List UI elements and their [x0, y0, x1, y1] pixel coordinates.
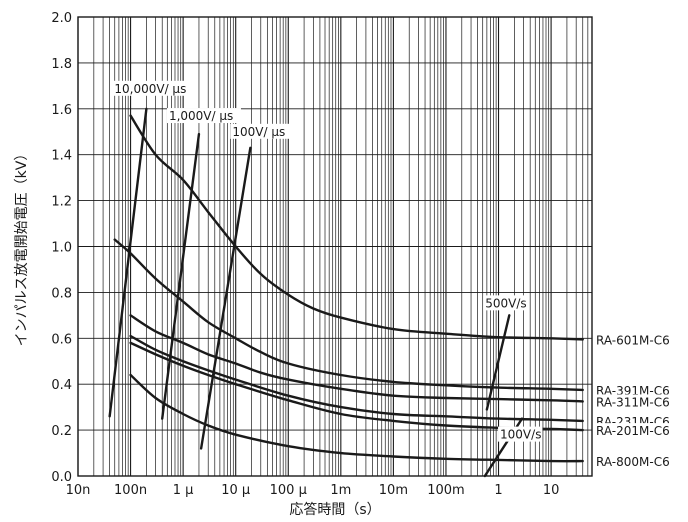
y-axis-title: インパルス放電開始電圧（kV）: [14, 147, 30, 347]
y-tick-label: 0.0: [51, 470, 72, 485]
rate-label-bg: [498, 426, 543, 442]
rate-label: 100V/ μs: [232, 125, 285, 139]
x-tick-label: 1 μ: [173, 483, 194, 498]
rate-line: [485, 314, 511, 411]
series-line-ra-231m-c6: [129, 334, 584, 423]
labels: 0.0 0.2 0.4 0.6 0.8 1.0 1.2 1.4 1.6 1.8 2.0 10n 100n…: [51, 11, 681, 498]
series-label: RA-601M-C6: [596, 333, 670, 347]
x-tick-label: 100 μ: [270, 483, 307, 498]
x-tick-label: 1: [494, 483, 502, 498]
rate-label-bg: [166, 108, 241, 124]
y-tick-label: 0.4: [51, 378, 72, 393]
y-tick-label: 1.2: [51, 195, 72, 210]
rate-lines: [108, 107, 524, 478]
rate-line: [161, 132, 201, 420]
series-line-ra-601m-c6: [129, 114, 584, 341]
x-tick-label: 10n: [66, 483, 91, 498]
rate-label: 100V/s: [500, 428, 541, 442]
x-tick-label: 100m: [427, 483, 464, 498]
y-tick-label: 0.2: [51, 424, 72, 439]
series-label: RA-201M-C6: [596, 424, 670, 438]
rate-label: 500V/s: [485, 296, 526, 310]
x-tick-label: 10 μ: [221, 483, 250, 498]
series-label-bg: [593, 454, 681, 471]
rate-label: 10,000V/ μs: [114, 82, 186, 96]
plot-frame: [77, 16, 593, 477]
x-tick-label: 10: [543, 483, 560, 498]
series-label: RA-311M-C6: [596, 395, 670, 409]
y-tick-label: 2.0: [51, 11, 72, 26]
rate-label-bg: [483, 295, 528, 311]
x-tick-label: 100n: [114, 483, 147, 498]
series-curves: [113, 114, 584, 463]
x-tick-label: 1m: [330, 483, 351, 498]
series-label-bg: [593, 332, 681, 349]
x-tick-label: 10m: [379, 483, 408, 498]
series-line-ra-311m-c6: [129, 314, 584, 403]
series-line-ra-800m-c6: [129, 373, 584, 463]
y-tick-label: 1.4: [51, 149, 72, 164]
y-tick-label: 1.8: [51, 57, 72, 72]
rate-line: [108, 107, 148, 418]
plot-border: [77, 16, 593, 477]
series-label-bg: [593, 423, 681, 440]
rate-line: [199, 146, 252, 450]
series-label-bg: [593, 394, 681, 411]
x-axis-title: 応答時間（s）: [289, 501, 380, 518]
y-tick-label: 0.6: [51, 332, 72, 347]
rate-label-bg: [230, 123, 290, 139]
series-label: RA-800M-C6: [596, 455, 670, 469]
rate-label: 1,000V/ μs: [169, 109, 233, 123]
rate-label-bg: [112, 80, 194, 96]
y-tick-label: 1.6: [51, 103, 72, 118]
series-line-ra-391m-c6: [113, 238, 584, 392]
y-tick-label: 1.0: [51, 241, 72, 256]
y-tick-label: 0.8: [51, 286, 72, 301]
